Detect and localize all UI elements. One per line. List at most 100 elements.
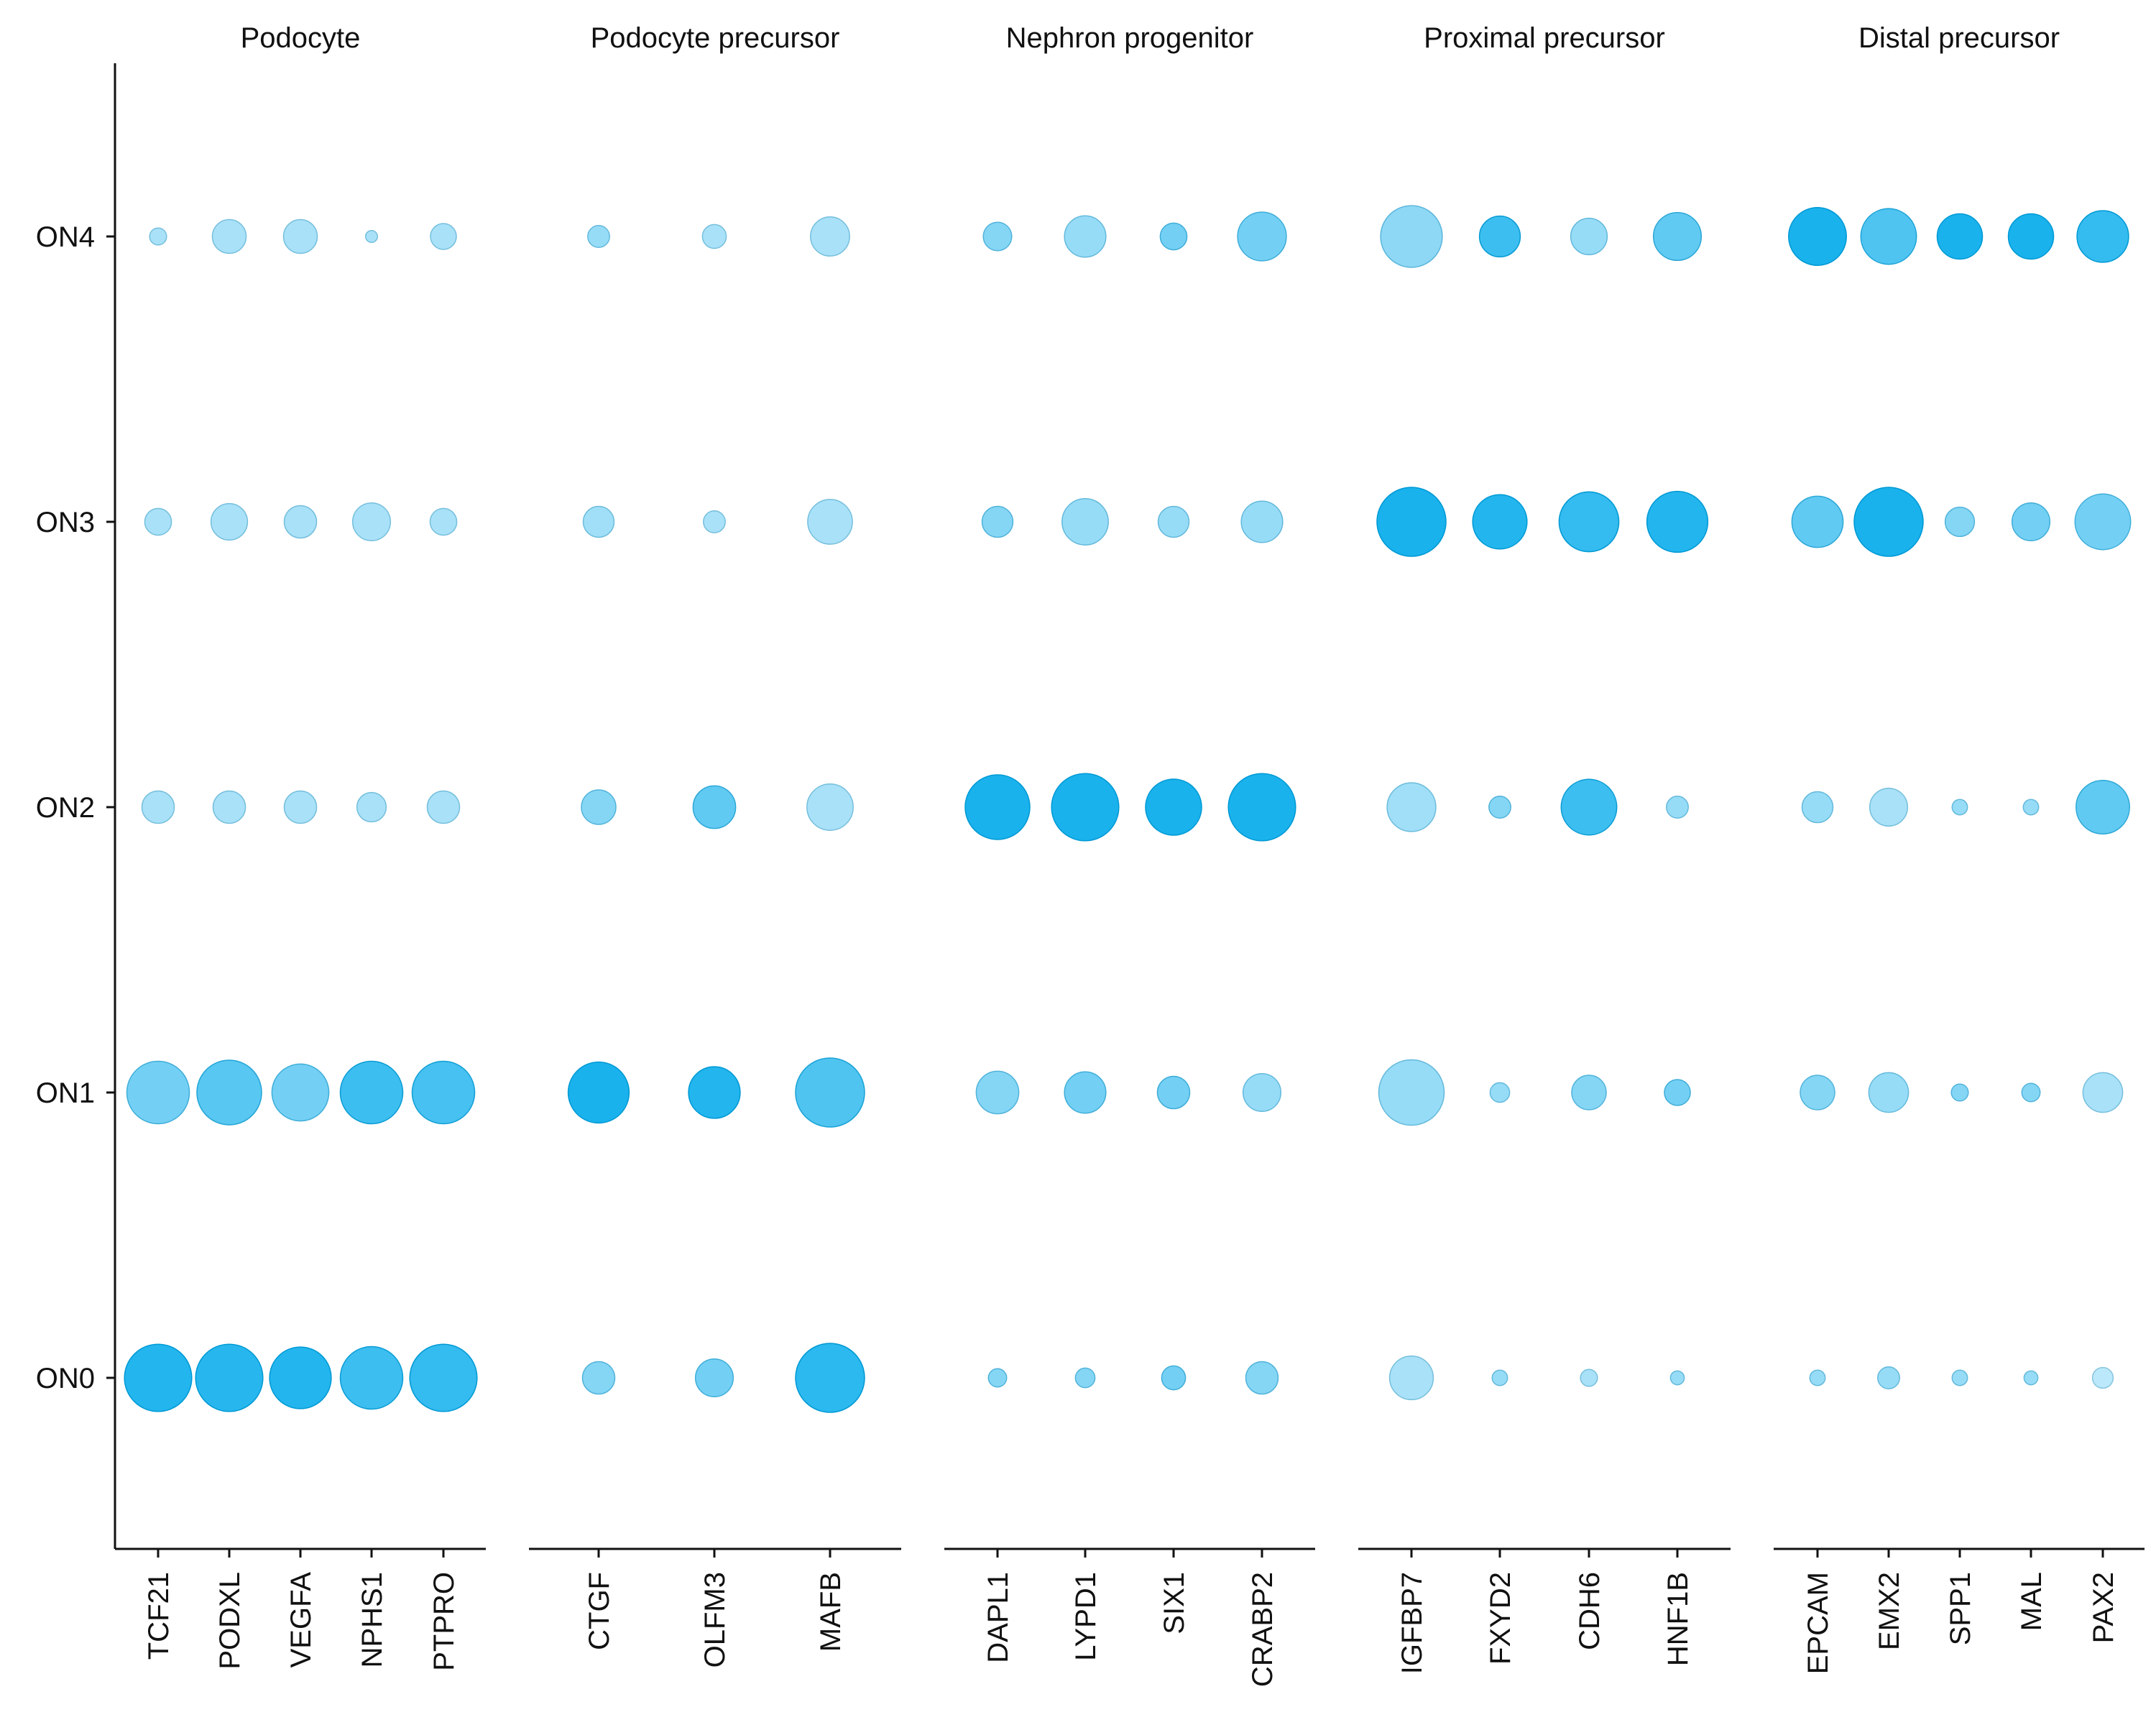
dot-olfm3-on2: [692, 785, 737, 829]
dot-fxyd2-on1: [1489, 1082, 1511, 1103]
dot-emx2-on0: [1877, 1366, 1900, 1389]
dot-nphs1-on4: [364, 229, 379, 244]
dot-fxyd2-on0: [1491, 1369, 1508, 1386]
dot-vegfa-on4: [282, 218, 318, 254]
dot-epcam-on0: [1809, 1369, 1826, 1386]
x-tick-label-ctgf: CTGF: [584, 1572, 615, 1650]
dot-vegfa-on0: [269, 1346, 332, 1409]
dot-olfm3-on4: [701, 224, 727, 249]
dot-tcf21-on3: [144, 507, 172, 536]
dot-six1-on2: [1145, 778, 1202, 836]
dot-emx2-on2: [1869, 787, 1909, 827]
dot-pax2-on4: [2076, 210, 2129, 263]
dot-six1-on0: [1161, 1365, 1187, 1391]
x-tick-label-olfm3: OLFM3: [699, 1572, 731, 1668]
x-tick-label-tcf21: TCF21: [143, 1572, 175, 1660]
y-tick-label-on3: ON3: [36, 507, 95, 538]
y-tick-label-on4: ON4: [36, 221, 95, 253]
panel-podocyte: Podocyte TCF21 PODXL VEGFA NPHS1 PTPRO: [115, 22, 486, 1671]
dot-vegfa-on1: [271, 1063, 330, 1122]
x-tick-label-igfbp7: IGFBP7: [1396, 1572, 1428, 1674]
dot-igfbp7-on0: [1388, 1355, 1434, 1401]
dot-mafb-on2: [806, 783, 854, 831]
x-tick-label-nphs1: NPHS1: [356, 1572, 388, 1668]
panel-title: Nephron progenitor: [1006, 22, 1254, 54]
dot-six1-on3: [1157, 505, 1190, 538]
dot-nphs1-on3: [351, 502, 392, 542]
panel-nephron-progenitor: Nephron progenitor DAPL1 LYPD1 SIX1 CRABP2: [944, 22, 1315, 1687]
dot-vegfa-on2: [283, 790, 318, 824]
panel-distal-precursor: Distal precursor EPCAM EMX2 SPP1 MAL PAX2: [1774, 22, 2145, 1674]
dot-dapl1-on4: [982, 221, 1013, 252]
dot-mafb-on0: [795, 1343, 865, 1413]
dot-fxyd2-on3: [1472, 494, 1528, 550]
panel-title: Proximal precursor: [1424, 22, 1665, 54]
dot-spp1-on3: [1944, 506, 1976, 538]
panel-title: Podocyte: [241, 22, 361, 54]
x-tick-label-podxl: PODXL: [214, 1572, 246, 1670]
dot-ptpro-on2: [426, 790, 461, 824]
dot-podxl-on0: [195, 1343, 264, 1412]
dot-mal-on0: [2023, 1370, 2039, 1386]
dot-mafb-on1: [795, 1057, 865, 1128]
dot-cdh6-on0: [1580, 1368, 1598, 1387]
dot-dapl1-on0: [987, 1368, 1008, 1388]
dot-ctgf-on4: [587, 225, 610, 248]
dot-dapl1-on1: [975, 1070, 1020, 1115]
x-tick-label-crabp2: CRABP2: [1247, 1572, 1279, 1687]
y-axis: ON0 ON1 ON2 ON3 ON4: [36, 63, 116, 1549]
dot-mal-on1: [2021, 1082, 2041, 1103]
x-tick-label-pax2: PAX2: [2088, 1572, 2119, 1643]
dot-dapl1-on3: [981, 505, 1014, 538]
dot-spp1-on0: [1951, 1369, 1968, 1386]
dot-crabp2-on0: [1245, 1361, 1279, 1395]
dot-fxyd2-on4: [1478, 215, 1521, 258]
dot-pax2-on3: [2074, 493, 2132, 551]
panel-proximal-precursor: Proximal precursor IGFBP7 FXYD2 CDH6 HNF1B: [1358, 22, 1731, 1674]
dot-ctgf-on0: [581, 1361, 616, 1395]
dot-podxl-on2: [212, 790, 247, 824]
dot-tcf21-on1: [126, 1060, 190, 1125]
dot-tcf21-on4: [149, 227, 167, 246]
dot-nphs1-on1: [339, 1060, 404, 1125]
dot-cdh6-on4: [1570, 217, 1608, 256]
dot-igfbp7-on2: [1386, 782, 1437, 832]
x-tick-label-mal: MAL: [2016, 1572, 2047, 1631]
dot-podxl-on1: [196, 1059, 262, 1126]
dot-ctgf-on1: [567, 1061, 630, 1124]
dot-fxyd2-on2: [1488, 796, 1511, 819]
dot-spp1-on1: [1950, 1083, 1969, 1102]
y-tick-label-on2: ON2: [36, 792, 95, 824]
dot-epcam-on3: [1791, 495, 1844, 548]
x-tick-label-spp1: SPP1: [1945, 1572, 1976, 1645]
dot-epcam-on2: [1801, 791, 1834, 824]
dot-igfbp7-on4: [1380, 205, 1443, 268]
dot-crabp2-on4: [1237, 211, 1287, 262]
x-tick-label-epcam: EPCAM: [1802, 1572, 1834, 1674]
dot-spp1-on4: [1936, 213, 1984, 260]
dot-six1-on4: [1159, 222, 1188, 251]
dot-cdh6-on2: [1560, 778, 1618, 836]
dot-tcf21-on2: [141, 790, 175, 824]
dot-igfbp7-on1: [1378, 1059, 1445, 1126]
dot-lypd1-on4: [1064, 215, 1107, 258]
dot-olfm3-on3: [703, 510, 726, 533]
dot-mal-on4: [2007, 213, 2055, 260]
x-tick-label-six1: SIX1: [1158, 1572, 1190, 1634]
dot-ptpro-on4: [430, 223, 457, 250]
dot-cdh6-on3: [1558, 491, 1620, 553]
y-tick-label-on0: ON0: [36, 1363, 95, 1394]
dot-hnf1b-on1: [1664, 1079, 1691, 1106]
dot-olfm3-on1: [688, 1066, 741, 1119]
dot-pax2-on1: [2082, 1072, 2124, 1113]
x-tick-label-vegfa: VEGFA: [285, 1572, 317, 1668]
dot-hnf1b-on2: [1666, 796, 1689, 819]
dot-epcam-on1: [1800, 1075, 1835, 1110]
dot-igfbp7-on3: [1376, 487, 1447, 557]
dot-crabp2-on3: [1240, 500, 1284, 543]
dot-epcam-on4: [1788, 207, 1847, 266]
x-tick-label-lypd1: LYPD1: [1070, 1572, 1102, 1661]
dot-emx2-on1: [1868, 1072, 1909, 1113]
x-tick-label-mafb: MAFB: [815, 1572, 847, 1652]
